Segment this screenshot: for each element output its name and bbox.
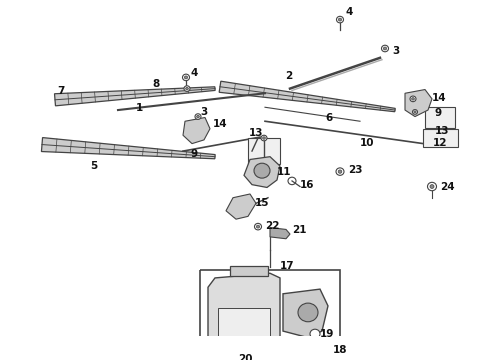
Circle shape: [337, 16, 343, 23]
Circle shape: [430, 185, 434, 188]
Polygon shape: [283, 289, 328, 338]
Text: 1: 1: [136, 103, 143, 113]
Bar: [425, 107, 455, 128]
Circle shape: [414, 111, 416, 113]
Circle shape: [413, 109, 417, 114]
Circle shape: [336, 168, 344, 175]
Text: 6: 6: [325, 113, 332, 123]
Text: 20: 20: [238, 354, 252, 360]
Text: 4: 4: [190, 68, 197, 78]
Circle shape: [254, 163, 270, 178]
Polygon shape: [226, 194, 256, 219]
Circle shape: [298, 303, 318, 322]
Bar: [200, 270, 340, 360]
Polygon shape: [230, 266, 268, 276]
Text: 16: 16: [300, 180, 315, 190]
Circle shape: [182, 74, 190, 81]
Circle shape: [226, 355, 230, 358]
Circle shape: [186, 87, 188, 90]
Text: 22: 22: [265, 221, 279, 231]
Polygon shape: [219, 81, 395, 112]
Text: 13: 13: [435, 126, 449, 136]
Bar: [248, 138, 280, 164]
Text: 12: 12: [433, 138, 447, 148]
Text: 21: 21: [292, 225, 307, 235]
Circle shape: [184, 86, 190, 91]
Circle shape: [263, 137, 266, 139]
Text: 7: 7: [57, 86, 64, 96]
Text: 24: 24: [440, 181, 455, 192]
Polygon shape: [208, 273, 280, 354]
Text: 15: 15: [255, 198, 270, 208]
Circle shape: [412, 98, 415, 100]
Circle shape: [410, 96, 416, 102]
Text: 4: 4: [345, 7, 352, 17]
Text: 2: 2: [285, 72, 292, 81]
Text: 13: 13: [249, 129, 264, 138]
Polygon shape: [270, 228, 290, 239]
Polygon shape: [54, 87, 215, 106]
Circle shape: [184, 76, 188, 79]
Circle shape: [384, 47, 387, 50]
Circle shape: [338, 170, 342, 173]
Circle shape: [196, 115, 199, 118]
Circle shape: [326, 346, 330, 348]
Circle shape: [195, 114, 201, 120]
Circle shape: [224, 353, 231, 360]
Circle shape: [261, 135, 267, 141]
Circle shape: [256, 225, 260, 228]
Text: 11: 11: [277, 167, 292, 177]
Circle shape: [427, 182, 437, 191]
Circle shape: [324, 344, 332, 350]
Polygon shape: [244, 157, 280, 188]
Text: 9: 9: [190, 149, 197, 159]
Text: 23: 23: [348, 165, 363, 175]
Polygon shape: [42, 138, 215, 159]
Circle shape: [288, 177, 296, 185]
Text: 10: 10: [360, 138, 374, 148]
Bar: [423, 129, 458, 147]
Text: 3: 3: [200, 107, 207, 117]
Polygon shape: [405, 90, 432, 117]
Text: 17: 17: [280, 261, 294, 271]
Polygon shape: [183, 117, 210, 144]
Text: 3: 3: [392, 46, 399, 56]
Text: 8: 8: [152, 79, 159, 89]
Circle shape: [382, 45, 389, 52]
Circle shape: [310, 329, 320, 338]
Text: 5: 5: [90, 161, 97, 171]
Circle shape: [339, 18, 342, 21]
Text: 19: 19: [320, 329, 334, 339]
Text: 9: 9: [434, 108, 441, 118]
Circle shape: [254, 223, 262, 230]
Text: 14: 14: [432, 93, 446, 103]
Text: 14: 14: [213, 119, 228, 129]
Text: 18: 18: [333, 345, 347, 355]
Bar: [218, 308, 270, 343]
